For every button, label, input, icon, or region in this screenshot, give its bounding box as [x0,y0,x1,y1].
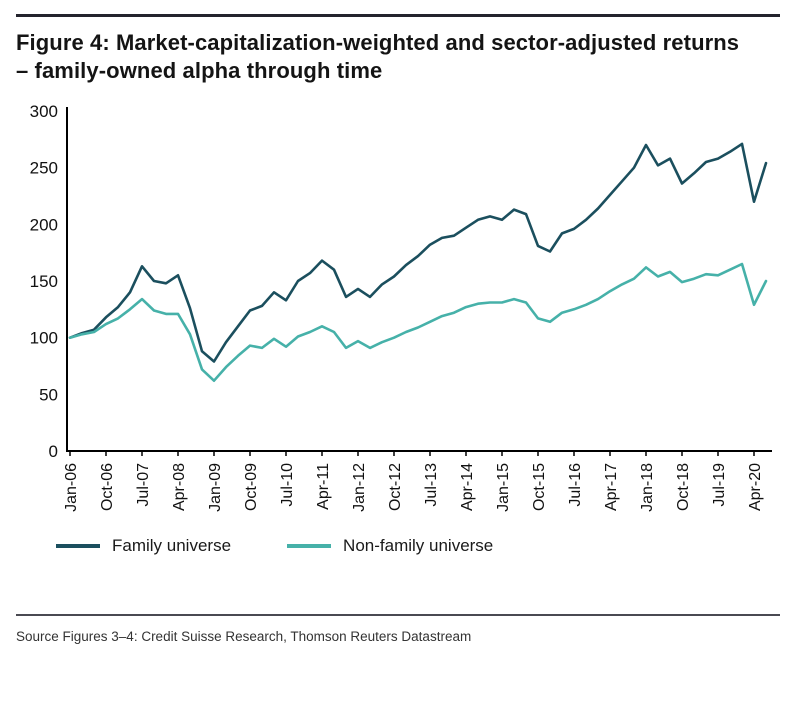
y-axis-tick-label: 200 [30,216,58,235]
chart-legend: Family universe Non-family universe [56,536,780,556]
x-axis-tick-label: Jan-09 [207,463,224,512]
legend-label-non-family-universe: Non-family universe [343,536,494,556]
x-axis-tick-label: Oct-06 [99,463,116,511]
figure-title: Figure 4: Market-capitalization-weighted… [16,30,740,84]
source-divider [16,614,780,617]
legend-item-family-universe: Family universe [56,536,231,556]
x-axis-tick-label: Jul-16 [567,463,584,507]
x-axis-tick-label: Jan-18 [639,463,656,512]
x-axis-tick-label: Jul-10 [279,463,296,507]
x-axis-tick-label: Jan-12 [351,463,368,512]
x-axis-tick-label: Oct-15 [531,463,548,511]
x-axis-tick-label: Jul-13 [423,463,440,507]
x-axis-tick-label: Apr-17 [603,463,620,511]
x-axis-tick-label: Jul-07 [135,463,152,507]
y-axis-tick-label: 100 [30,329,58,348]
line-chart: 0 50 100 150 200 250 300 Jan-06 Oct-06 Jul-07 Apr-… [30,102,772,512]
family-universe-line [68,142,768,364]
x-axis-tick-label: Oct-09 [243,463,260,511]
y-axis-tick-label: 50 [39,386,58,405]
non-family-universe-line-swatch-icon [287,544,332,549]
y-axis-tick-label: 150 [30,272,58,291]
family-universe-line-swatch-icon [56,544,100,549]
x-axis-tick-label: Oct-18 [675,463,692,511]
x-axis-tick-label: Oct-12 [387,463,404,511]
legend-label-family-universe: Family universe [112,536,232,556]
x-axis-tick-label: Jan-06 [63,463,80,512]
x-axis-tick-label: Jul-19 [711,463,728,507]
x-axis-tick-label: Apr-08 [171,463,188,511]
y-axis-tick-label: 250 [30,159,58,178]
y-axis-tick-label: 300 [30,102,58,121]
x-axis-tick-label: Apr-20 [747,463,764,511]
legend-item-non-family-universe: Non-family universe [287,536,493,556]
x-axis-tick-label: Apr-14 [459,463,476,511]
y-axis-tick-label: 0 [49,442,58,461]
chart-area: 0 50 100 150 200 250 300 Jan-06 Oct-06 Jul-07 Apr-… [18,99,780,528]
source-note: Source Figures 3–4: Credit Suisse Resear… [16,629,472,645]
x-axis-tick-label: Apr-11 [315,463,332,510]
top-rule [16,14,780,17]
non-family-universe-line [68,263,768,383]
x-axis-tick-label: Jan-15 [495,463,512,512]
